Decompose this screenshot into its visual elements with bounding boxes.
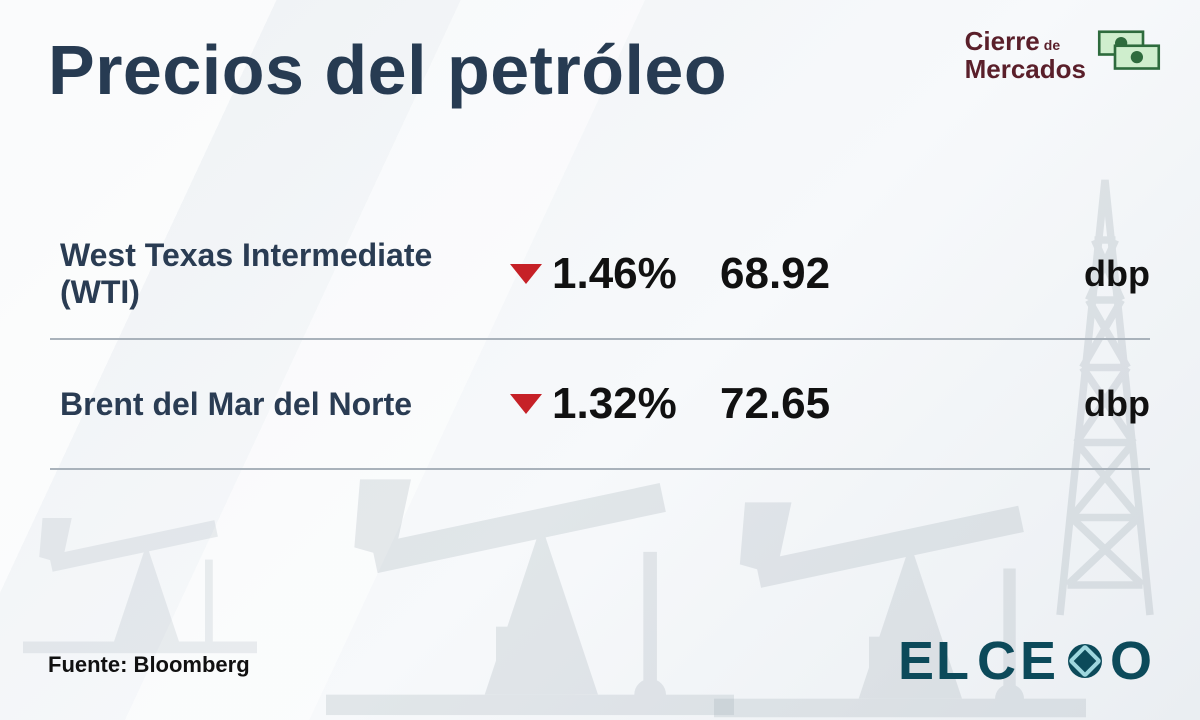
price-table: West Texas Intermediate (WTI) 1.46% 68.9…: [50, 210, 1150, 470]
market-close-badge: Cierrede Mercados: [965, 28, 1164, 82]
unit-label: dbp: [980, 383, 1150, 425]
pct-value: 1.32%: [552, 379, 677, 429]
table-row: West Texas Intermediate (WTI) 1.46% 68.9…: [50, 210, 1150, 340]
brand-tail: O: [1110, 630, 1152, 692]
price-value: 68.92: [720, 249, 980, 299]
change-percent: 1.46%: [510, 249, 720, 299]
oil-prices-card: Precios del petróleo Cierrede Mercados W…: [0, 0, 1200, 720]
price-value: 72.65: [720, 379, 980, 429]
brand-chip-icon: [1068, 644, 1102, 678]
pumpjack-icon: [10, 470, 270, 670]
badge-line2: Mercados: [965, 56, 1086, 82]
arrow-down-icon: [510, 394, 542, 414]
change-percent: 1.32%: [510, 379, 720, 429]
unit-label: dbp: [980, 253, 1150, 295]
brand-left: EL: [898, 630, 971, 692]
pct-value: 1.46%: [552, 249, 677, 299]
badge-text: Cierrede Mercados: [965, 28, 1086, 82]
badge-de: de: [1044, 37, 1060, 53]
brand-logo: EL CE O: [898, 630, 1152, 692]
instrument-name: West Texas Intermediate (WTI): [50, 237, 510, 311]
page-title: Precios del petróleo: [48, 30, 727, 110]
badge-line1: Cierre: [965, 26, 1040, 56]
table-row: Brent del Mar del Norte 1.32% 72.65 dbp: [50, 340, 1150, 470]
money-icon: [1094, 28, 1164, 74]
source-label: Fuente: Bloomberg: [48, 652, 250, 678]
instrument-name: Brent del Mar del Norte: [50, 386, 510, 423]
brand-right: CE: [977, 630, 1060, 692]
arrow-down-icon: [510, 264, 542, 284]
